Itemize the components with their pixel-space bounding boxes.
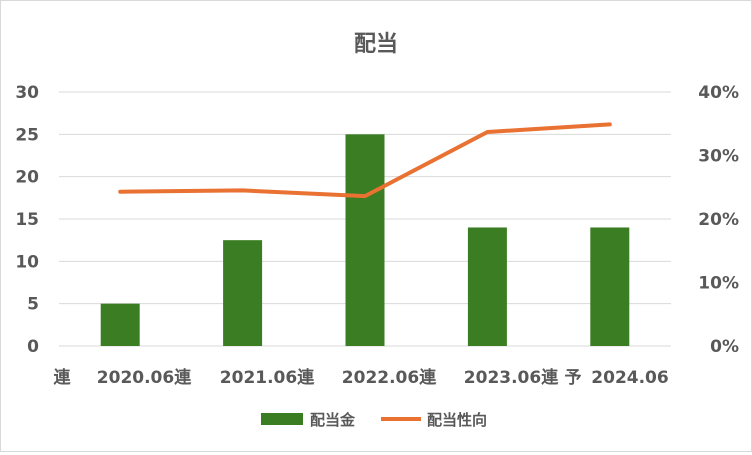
right-tick-label: 30%	[698, 147, 739, 167]
right-tick-label: 10%	[698, 274, 739, 294]
bar-series	[101, 134, 630, 346]
legend-swatch-dividend	[261, 413, 303, 425]
right-tick-label: 20%	[698, 210, 739, 230]
left-tick-label: 20	[15, 168, 39, 188]
category-label: 2020.06連	[97, 367, 192, 388]
bar-dividend	[101, 304, 140, 346]
legend: 配当金 配当性向	[261, 411, 487, 429]
chart-title: 配当	[354, 32, 398, 57]
category-labels: 連 2020.06連 2021.06連 2022.06連 2023.06連予 2024.0…	[54, 367, 669, 388]
legend-label-payout: 配当性向	[427, 411, 487, 429]
category-label: 予	[565, 368, 582, 388]
left-tick-label: 15	[15, 210, 39, 230]
category-label: 連	[54, 367, 72, 388]
left-tick-label: 5	[27, 295, 39, 315]
category-label: 2022.06連	[342, 367, 437, 388]
right-tick-label: 40%	[698, 83, 739, 103]
right-axis-ticks: 0% 10% 20% 30% 40%	[698, 83, 739, 357]
right-tick-label: 0%	[710, 337, 739, 357]
left-tick-label: 10	[15, 252, 39, 272]
bar-dividend	[590, 227, 629, 346]
left-tick-label: 30	[15, 83, 39, 103]
bar-dividend	[223, 240, 262, 346]
left-tick-label: 0	[27, 337, 39, 357]
category-label: 2024.06	[591, 368, 668, 388]
bar-dividend	[468, 227, 507, 346]
left-tick-label: 25	[15, 125, 39, 145]
legend-label-dividend: 配当金	[310, 411, 356, 429]
category-label: 2021.06連	[220, 367, 315, 388]
left-axis-ticks: 0 5 10 15 20 25 30	[15, 83, 39, 357]
bar-dividend	[346, 134, 385, 346]
category-label: 2023.06連	[464, 367, 559, 388]
